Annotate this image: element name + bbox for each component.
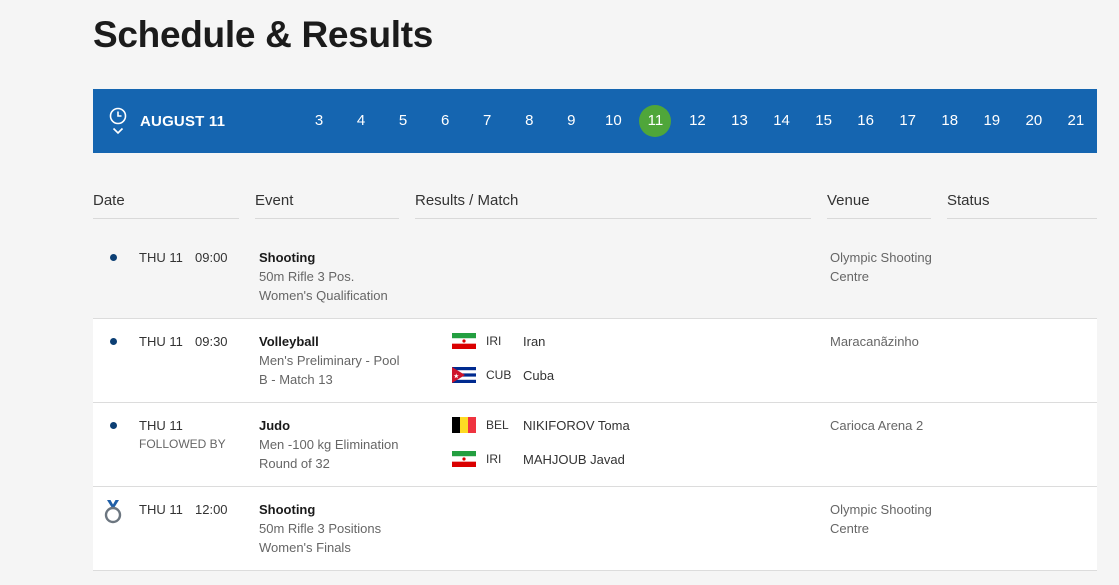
column-header-event: Event [255, 192, 399, 219]
row-sport[interactable]: Volleyball [259, 334, 319, 349]
team-code: IRI [486, 334, 502, 348]
belgium-flag-icon [452, 417, 476, 433]
row-event-line1: Men's Preliminary - Pool [259, 353, 400, 368]
row-event-line1: 50m Rifle 3 Positions [259, 521, 382, 536]
schedule-row[interactable]: THU 11 12:00 Shooting 50m Rifle 3 Positi… [93, 487, 1097, 571]
day-12[interactable]: 12 [689, 112, 706, 129]
row-event-line2: Women's Finals [259, 540, 351, 555]
row-day: THU 11 [139, 418, 183, 433]
day-16[interactable]: 16 [857, 112, 874, 129]
day-17[interactable]: 17 [899, 112, 917, 129]
row-time: 12:00 [195, 502, 228, 517]
row-event-line1: 50m Rifle 3 Pos. [259, 269, 355, 284]
day-20[interactable]: 20 [1025, 112, 1043, 129]
athlete-code: BEL [486, 418, 509, 432]
day-10[interactable]: 10 [605, 112, 622, 129]
day-9[interactable]: 9 [567, 112, 576, 129]
schedule-row[interactable]: THU 11 09:00 Shooting 50m Rifle 3 Pos. W… [93, 234, 1097, 319]
row-venue-line1: Maracanãzinho [830, 334, 919, 349]
row-time: 09:30 [195, 334, 228, 349]
athlete-code: IRI [486, 452, 502, 466]
row-day: THU 11 [139, 334, 183, 349]
schedule-row[interactable]: THU 11 09:30 Volleyball Men's Preliminar… [93, 319, 1097, 403]
row-event-line2: B - Match 13 [259, 372, 333, 387]
row-venue-line2: Centre [830, 521, 870, 536]
day-15[interactable]: 15 [815, 112, 832, 129]
schedule-row[interactable]: THU 11 FOLLOWED BY Judo Men -100 kg Elim… [93, 403, 1097, 487]
row-sport[interactable]: Shooting [259, 250, 316, 265]
column-header-venue: Venue [827, 192, 931, 219]
day-21[interactable]: 21 [1067, 112, 1085, 129]
status-dot [110, 422, 117, 429]
team-name[interactable]: Iran [523, 334, 546, 349]
date-bar: AUGUST 11 3 4 5 6 7 8 9 10 11 12 13 14 15 16 17 18 19 20 2… [93, 89, 1097, 153]
current-date-label: AUGUST 11 [140, 112, 226, 130]
row-day: THU 11 [139, 250, 183, 265]
day-14[interactable]: 14 [773, 112, 790, 129]
row-venue-line1: Olympic Shooting [830, 250, 932, 265]
team-name[interactable]: Cuba [523, 368, 555, 383]
cuba-flag-icon [452, 367, 476, 383]
team-code: CUB [486, 368, 512, 382]
clock-icon [109, 107, 127, 125]
chevron-down-icon [112, 127, 124, 135]
day-4[interactable]: 4 [356, 112, 366, 129]
row-venue-line1: Carioca Arena 2 [830, 418, 924, 433]
column-header-date: Date [93, 192, 239, 219]
row-sport[interactable]: Shooting [259, 502, 316, 517]
day-18[interactable]: 18 [941, 112, 959, 129]
page-title: Schedule & Results [93, 14, 434, 55]
row-venue-line1: Olympic Shooting [830, 502, 932, 517]
status-dot [110, 338, 117, 345]
day-7[interactable]: 7 [483, 112, 492, 129]
row-day: THU 11 [139, 502, 183, 517]
athlete-name[interactable]: MAHJOUB Javad [523, 452, 625, 467]
day-6[interactable]: 6 [440, 112, 450, 129]
row-time: FOLLOWED BY [139, 437, 226, 451]
athlete-name[interactable]: NIKIFOROV Toma [523, 418, 630, 433]
iran-flag-icon [452, 333, 476, 349]
day-13[interactable]: 13 [731, 112, 748, 129]
day-19[interactable]: 19 [983, 112, 1001, 129]
date-picker-toggle[interactable]: AUGUST 11 [107, 104, 225, 138]
day-11[interactable]: 11 [639, 105, 672, 137]
row-time: 09:00 [195, 250, 228, 265]
row-sport[interactable]: Judo [259, 418, 291, 433]
day-3[interactable]: 3 [314, 112, 324, 129]
row-venue-line2: Centre [830, 269, 870, 284]
status-dot [110, 254, 117, 261]
day-5[interactable]: 5 [398, 112, 408, 129]
medal-icon [104, 500, 122, 524]
row-event-line2: Women's Qualification [259, 288, 388, 303]
row-event-line2: Round of 32 [259, 456, 330, 471]
column-header-results: Results / Match [415, 192, 811, 219]
column-header-status: Status [947, 192, 1097, 219]
row-event-line1: Men -100 kg Elimination [259, 437, 399, 452]
day-8[interactable]: 8 [525, 112, 534, 129]
iran-flag-icon [452, 451, 476, 467]
